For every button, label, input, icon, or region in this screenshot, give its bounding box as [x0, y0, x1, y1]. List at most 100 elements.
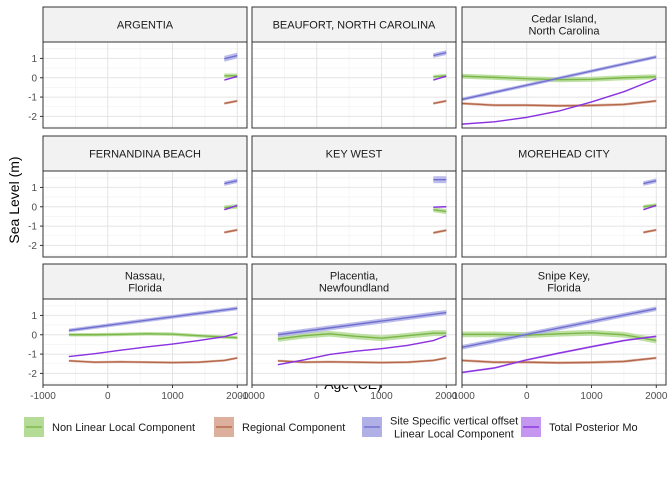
- panel-cedar-island-north-carolina: Cedar Island,North Carolina: [461, 6, 667, 129]
- line-site: [643, 179, 657, 185]
- y-tick-label: -2: [28, 112, 37, 123]
- y-tick-label: 0: [31, 73, 37, 84]
- legend: Non Linear Local Component Regional Compo…: [24, 416, 638, 441]
- legend-item-nl: Non Linear Local Component: [24, 417, 195, 437]
- line-tot: [224, 75, 238, 81]
- facet-strip: [251, 135, 457, 172]
- legend-label: Total Posterior Mo: [549, 422, 638, 434]
- plot-background: [252, 171, 456, 257]
- line-reg: [461, 100, 657, 107]
- line-reg: [224, 229, 238, 234]
- plot-background: [43, 42, 247, 128]
- panel-placentia-newfoundland: Placentia,Newfoundland -1000 0 1000 2000: [239, 263, 458, 402]
- line-tot: [224, 204, 238, 211]
- panel-border: [251, 41, 457, 129]
- line-reg: [461, 357, 657, 364]
- facet-strip: [42, 263, 248, 300]
- line-tot: [68, 332, 238, 358]
- legend-item-reg: Regional Component: [214, 417, 345, 437]
- facet-title: FERNANDINA BEACH: [89, 149, 201, 161]
- y-tick-label: -1: [28, 350, 37, 361]
- panel-morehead-city: MOREHEAD CITY: [461, 135, 667, 258]
- y-tick-label: 1: [31, 183, 37, 194]
- panel-key-west: KEY WEST: [251, 135, 457, 258]
- facet-title: MOREHEAD CITY: [518, 149, 610, 161]
- line-tot: [277, 335, 447, 366]
- x-tick-label: 2000: [435, 391, 458, 402]
- panel-border: [461, 170, 667, 258]
- line-reg: [277, 357, 447, 364]
- line-nl: [461, 75, 657, 81]
- legend-item-site: Site Specific vertical offset +Linear Lo…: [362, 416, 528, 441]
- plot-background: [252, 42, 456, 128]
- line-site: [224, 54, 238, 60]
- x-tick-label: 2000: [645, 391, 668, 402]
- line-reg: [643, 229, 657, 234]
- panel-border: [42, 298, 248, 386]
- panel-border: [42, 41, 248, 129]
- line-reg: [433, 100, 447, 105]
- y-tick-label: 0: [31, 330, 37, 341]
- facet-title: North Carolina: [529, 26, 601, 38]
- line-nl: [433, 208, 447, 213]
- y-tick-label: -1: [28, 93, 37, 104]
- y-axis-title: Sea Level (m): [6, 156, 22, 243]
- y-tick-label: -2: [28, 241, 37, 252]
- facet-title: BEAUFORT, NORTH CAROLINA: [273, 20, 436, 32]
- facet-title: Cedar Island,: [531, 14, 596, 26]
- line-site: [68, 307, 238, 332]
- panel-fernandina-beach: FERNANDINA BEACH -2 -1 0 1: [28, 135, 248, 258]
- line-reg: [433, 229, 447, 234]
- y-tick-label: -2: [28, 369, 37, 380]
- panel-nassau-florida: Nassau,Florida -2 -1 0 1 -1000 0 1000 2000: [28, 263, 249, 402]
- line-tot: [461, 335, 657, 374]
- panel-border: [251, 298, 457, 386]
- x-tick-label: 1000: [161, 391, 184, 402]
- plot-background: [462, 171, 666, 257]
- plot-background: [43, 171, 247, 257]
- line-reg: [68, 357, 238, 364]
- facet-strip: [42, 135, 248, 172]
- facet-strip: [461, 135, 667, 172]
- facet-title: Placentia,: [330, 271, 378, 283]
- legend-label: Site Specific vertical offset +: [390, 416, 528, 428]
- line-site: [461, 56, 657, 101]
- plot-background: [462, 42, 666, 128]
- line-nl: [433, 75, 447, 78]
- facet-title: Florida: [547, 283, 582, 295]
- legend-label: Non Linear Local Component: [52, 422, 195, 434]
- facet-title: KEY WEST: [326, 149, 383, 161]
- facet-strip: [461, 263, 667, 300]
- line-site: [224, 179, 238, 185]
- y-tick-label: 1: [31, 311, 37, 322]
- x-tick-label: 1000: [580, 391, 603, 402]
- y-tick-label: 1: [31, 54, 37, 65]
- panel-argentia: ARGENTIA -2 -1 0 1: [28, 6, 248, 129]
- facet-title: ARGENTIA: [117, 20, 174, 32]
- facet-title: Nassau,: [125, 271, 165, 283]
- facet-title: Florida: [128, 283, 163, 295]
- x-tick-label: -1000: [449, 391, 475, 402]
- panel-border: [461, 41, 667, 129]
- x-tick-label: 0: [314, 391, 320, 402]
- panel-border: [251, 170, 457, 258]
- panel-beaufort-north-carolina: BEAUFORT, NORTH CAROLINA: [251, 6, 457, 129]
- facet-panels: ARGENTIA -2 -1 0 1 BEAUFORT, NORTH CAROLINA Ce…: [28, 6, 668, 402]
- y-tick-label: -1: [28, 222, 37, 233]
- legend-item-tot: Total Posterior Mo: [521, 417, 638, 437]
- facet-title: Snipe Key,: [538, 271, 590, 283]
- facet-strip: [42, 6, 248, 43]
- x-tick-label: 0: [524, 391, 530, 402]
- line-tot: [461, 78, 657, 125]
- line-tot: [643, 204, 657, 211]
- line-nl: [462, 332, 657, 342]
- legend-label: Regional Component: [242, 422, 345, 434]
- line-reg: [224, 100, 238, 105]
- x-tick-label: -1000: [239, 391, 265, 402]
- x-tick-label: 2000: [226, 391, 249, 402]
- panel-border: [42, 170, 248, 258]
- x-tick-label: -1000: [30, 391, 56, 402]
- facet-strip: [461, 6, 667, 43]
- facet-title: Newfoundland: [319, 283, 389, 295]
